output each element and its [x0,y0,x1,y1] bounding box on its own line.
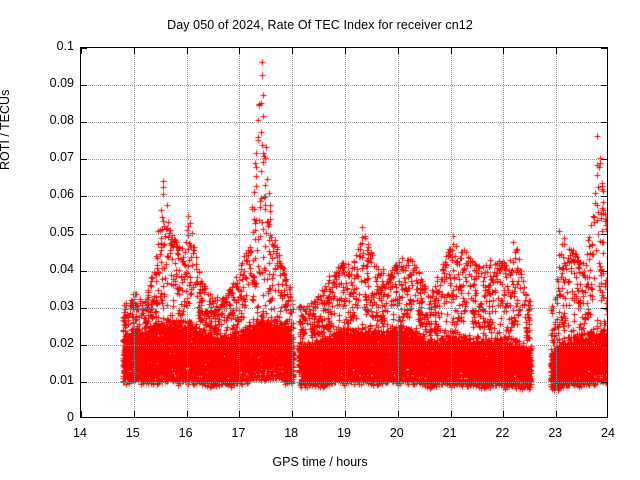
x-axis-tick [133,48,135,54]
gridline-vertical [292,48,294,417]
y-axis-tick [81,85,87,87]
y-axis-tick-label: 0 [67,410,74,424]
gridline-horizontal [81,159,607,161]
gridline-vertical [133,48,135,417]
gridline-vertical [186,48,188,417]
x-axis-tick [556,48,558,54]
x-axis-tick [292,411,294,417]
x-axis-tick [503,48,505,54]
gridline-vertical [239,48,241,417]
y-axis-tick [81,159,87,161]
y-axis-tick [601,307,607,309]
y-axis-tick-label: 0.05 [49,224,74,239]
y-axis-tick [601,159,607,161]
x-axis-tick-label: 24 [601,426,615,440]
y-axis-tick [601,85,607,87]
x-axis-tick-label: 15 [125,426,140,440]
x-axis-tick [186,48,188,54]
y-axis-tick-label: 0.02 [49,335,74,350]
x-axis-tick-label: 17 [231,426,246,440]
x-axis-tick [292,48,294,54]
x-axis-tick [81,48,82,54]
x-axis-tick-label: 19 [337,426,351,440]
x-axis-tick [450,411,452,417]
x-axis-tick-label: 16 [178,426,193,440]
gridline-vertical [556,48,558,417]
gridline-horizontal [81,381,607,383]
data-point-layer [81,48,607,417]
x-axis-tick [345,411,346,417]
gridline-vertical [345,48,346,417]
x-axis-label: GPS time / hours [272,455,368,469]
gridline-horizontal [81,85,607,87]
x-axis-tick [397,411,399,417]
y-axis-tick [81,122,87,124]
gridline-horizontal [81,196,607,198]
y-axis-tick-label: 0.04 [49,261,74,276]
page-title: Day 050 of 2024, Rate Of TEC Index for r… [167,18,473,32]
y-axis-tick [81,48,87,49]
x-axis-tick-label: 14 [73,426,87,440]
y-axis-tick-label: 0.09 [49,76,74,91]
x-axis-tick-label: 20 [389,426,404,440]
x-axis-tick [397,48,399,54]
y-axis-tick [601,381,607,383]
gridline-horizontal [81,233,607,235]
x-axis-tick-label: 23 [548,426,563,440]
x-axis-tick [239,411,241,417]
x-axis-tick [133,411,135,417]
gridline-horizontal [81,307,607,309]
x-axis-tick [345,48,346,54]
y-axis-tick-label: 0.07 [49,150,74,165]
y-axis-tick-label: 0.08 [49,113,74,128]
x-axis-tick [81,411,82,417]
x-axis-tick-label: 22 [495,426,510,440]
y-axis-tick [81,381,87,383]
gridline-horizontal [81,270,607,272]
x-axis-tick [556,411,558,417]
y-axis-tick [601,344,607,346]
y-axis-tick [601,48,607,49]
y-axis-tick [601,270,607,272]
gridline-vertical [503,48,505,417]
y-axis-tick [601,122,607,124]
x-axis-tick-label: 18 [284,426,299,440]
y-axis-tick [81,196,87,198]
y-axis-tick-label: 0.03 [49,298,74,313]
x-axis-tick [503,411,505,417]
y-axis-tick [81,307,87,309]
gridline-horizontal [81,122,607,124]
gridline-vertical [397,48,399,417]
gridline-vertical [450,48,452,417]
y-axis-tick-label: 0.06 [49,187,74,202]
plot-area [80,47,608,418]
y-axis-tick [81,270,87,272]
y-axis-tick [81,344,87,346]
y-axis-tick [81,233,87,235]
x-axis-tick [186,411,188,417]
y-axis-tick-label: 0.1 [56,39,74,53]
x-axis-tick-label: 21 [442,426,457,440]
x-axis-tick [450,48,452,54]
y-axis-tick [601,196,607,198]
gridline-horizontal [81,344,607,346]
x-axis-tick [239,48,241,54]
y-axis-tick [601,233,607,235]
y-axis-tick-label: 0.01 [49,372,74,387]
